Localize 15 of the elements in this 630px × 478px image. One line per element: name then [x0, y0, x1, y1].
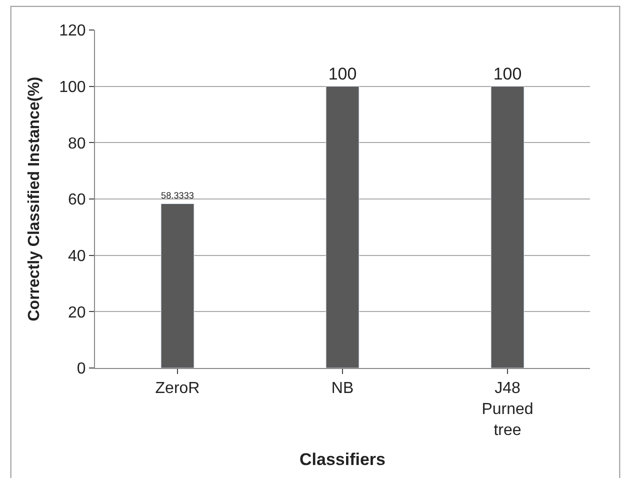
y-tick-label: 0 — [76, 360, 86, 378]
data-label: 100 — [328, 64, 357, 84]
data-label: 58.3333 — [161, 190, 194, 201]
data-label: 100 — [493, 64, 522, 84]
y-axis-title: Correctly Classified Instance(%) — [26, 76, 43, 322]
x-tick-label: J48 Purned tree — [482, 380, 534, 439]
x-axis-title: Classifiers — [300, 450, 386, 470]
y-tick-label: 120 — [59, 22, 86, 40]
y-tick-label: 80 — [68, 135, 86, 152]
y-tick-label: 20 — [68, 304, 86, 322]
x-tick-label: NB — [331, 380, 354, 398]
y-tick-label: 100 — [59, 78, 86, 96]
y-tick-label: 60 — [68, 192, 86, 209]
x-tick-label: ZeroR — [155, 380, 200, 398]
y-tick-label: 40 — [68, 248, 86, 265]
